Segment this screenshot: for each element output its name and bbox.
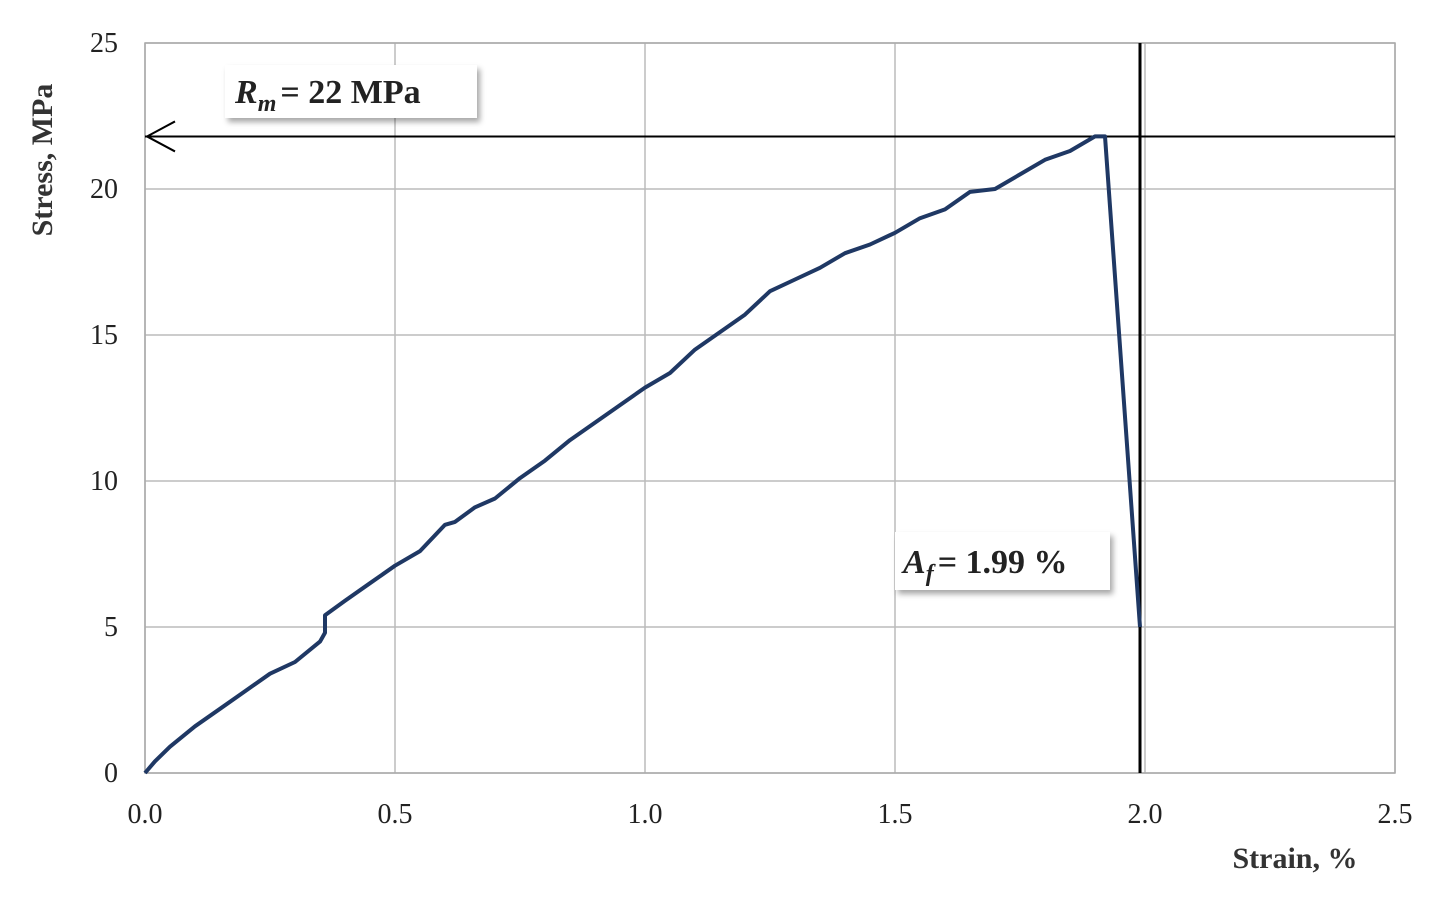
y-tick-label: 0 [104,758,118,789]
annotation-part: m [258,91,277,117]
y-tick-label: 15 [90,320,118,351]
x-tick-label: 2.0 [1128,799,1163,830]
annotation-box [895,532,1110,590]
y-tick-label: 25 [90,28,118,59]
data-line [143,134,1142,775]
annotation-part: = 1.99 % [938,544,1068,581]
annotation-part: = 22 MPa [280,74,420,111]
annotation-part: f [926,561,936,587]
y-tick-label: 20 [90,174,118,205]
annotation: Rm = 22 MPa [234,74,421,117]
annotation-box [225,65,477,118]
x-tick-label: 1.5 [878,799,913,830]
x-tick-label: 0.5 [378,799,413,830]
y-tick-label: 5 [104,612,118,643]
x-tick-label: 2.5 [1378,799,1413,830]
plot-border [144,42,1396,774]
x-tick-label: 0.0 [128,799,163,830]
annotation: Af = 1.99 % [901,544,1068,587]
annotation-part: R [234,74,258,111]
annotation-part: A [901,544,926,581]
y-tick-label: 10 [90,466,118,497]
y-axis-title: Stress, MPa [26,84,59,237]
arrow-head [144,120,176,153]
x-axis-title: Strain, % [1232,842,1357,875]
x-tick-label: 1.0 [628,799,663,830]
